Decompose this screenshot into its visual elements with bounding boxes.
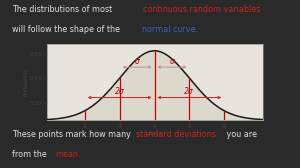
- Text: These points mark how many: These points mark how many: [12, 130, 134, 139]
- Text: continuous random variables: continuous random variables: [143, 5, 260, 14]
- Text: standard deviations: standard deviations: [136, 130, 216, 139]
- Text: you are: you are: [224, 130, 257, 139]
- Text: normal curve.: normal curve.: [142, 25, 199, 34]
- Y-axis label: Probability: Probability: [24, 67, 29, 96]
- Text: 2σ: 2σ: [184, 87, 194, 96]
- Text: mean.: mean.: [56, 150, 81, 159]
- Text: will follow the shape of the: will follow the shape of the: [12, 25, 122, 34]
- Text: from the: from the: [12, 150, 49, 159]
- X-axis label: Value: Value: [146, 131, 163, 136]
- Text: 2σ: 2σ: [115, 87, 124, 96]
- Text: σ: σ: [135, 57, 140, 66]
- Text: σ: σ: [169, 57, 174, 66]
- Text: The distributions of most: The distributions of most: [12, 5, 115, 14]
